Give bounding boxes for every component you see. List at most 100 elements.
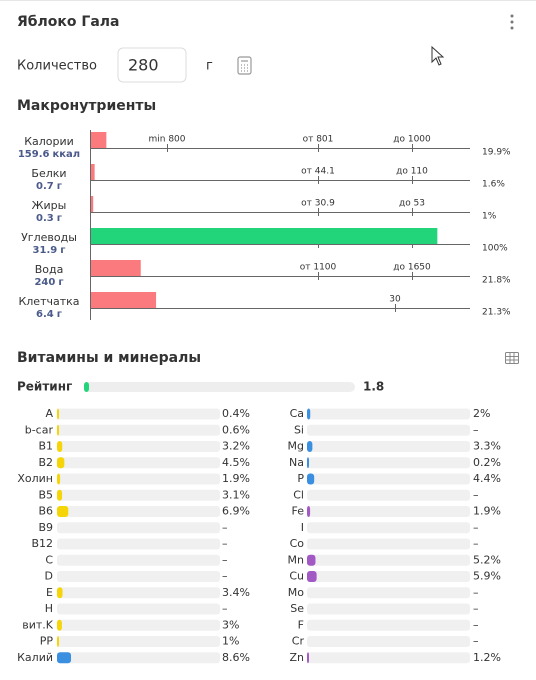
macro-amount-unit: г	[60, 245, 65, 256]
nutrient-percent: –	[222, 570, 228, 583]
nutrient-name: C	[45, 553, 53, 566]
macro-amount: 0.7 г	[36, 181, 62, 192]
nutrient-percent: –	[222, 537, 228, 550]
nutrient-bar	[307, 554, 316, 566]
nutrient-track	[57, 587, 220, 599]
nutrient-bar	[57, 457, 65, 469]
nutrient-track	[307, 636, 470, 647]
macro-amount-value: 6.4	[36, 309, 54, 320]
macro-marker-label: от 30.9	[301, 199, 335, 209]
macro-bar	[91, 228, 438, 244]
nutrient-percent: 0.4%	[222, 407, 250, 420]
macro-percent: 1%	[482, 212, 497, 222]
nutrient-name: Холин	[17, 472, 53, 485]
nutrient-track	[57, 457, 220, 469]
macro-amount: 159.6 ккал	[18, 149, 80, 160]
nutrient-track	[307, 408, 470, 420]
nutrient-bar	[307, 571, 317, 582]
macro-amount-unit: г	[57, 309, 62, 320]
macro-percent: 19.9%	[482, 148, 511, 158]
nutrient-track	[307, 473, 470, 485]
nutrient-bar	[57, 619, 62, 631]
nutrient-track	[307, 603, 470, 615]
macro-amount-unit: г	[57, 213, 62, 224]
nutrient-name: Cl	[293, 488, 304, 501]
table-view-button[interactable]	[505, 352, 519, 364]
nutrient-name: Si	[294, 423, 304, 436]
macro-amount-value: 159.6	[18, 149, 50, 160]
nutrient-bar	[307, 408, 311, 420]
macro-percent: 21.8%	[482, 276, 511, 286]
nutrient-name: вит.K	[22, 618, 54, 631]
nutrient-percent: –	[473, 521, 479, 534]
nutrient-name: PP	[40, 635, 54, 648]
nutrient-bar	[307, 441, 313, 452]
nutrient-track	[57, 554, 220, 566]
nutrient-bar	[57, 652, 72, 664]
nutrient-track	[307, 652, 470, 664]
nutrient-track	[307, 554, 470, 566]
nutrient-percent: 5.2%	[473, 553, 501, 566]
nutrient-name: Se	[290, 602, 304, 615]
macro-name: Углеводы	[21, 231, 77, 244]
rating-track	[84, 382, 355, 392]
nutrient-track	[57, 424, 220, 436]
nutrient-percent: 8.6%	[222, 651, 250, 664]
nutrient-name: Zn	[289, 651, 304, 664]
nutrient-percent: –	[473, 423, 479, 436]
macro-amount-unit: г	[57, 181, 62, 192]
nutrient-percent: 1.2%	[473, 651, 501, 664]
nutrient-name: Co	[290, 537, 305, 550]
nutrient-track	[307, 489, 470, 501]
nutrient-track	[307, 587, 470, 599]
nutrient-percent: –	[473, 635, 479, 648]
nutrient-track	[57, 473, 220, 485]
macro-marker-label: 30	[389, 295, 401, 305]
nutrient-track	[307, 506, 470, 517]
calculator-button[interactable]	[237, 56, 252, 75]
nutrient-track	[307, 457, 470, 469]
macro-marker-label: от 1100	[300, 263, 337, 273]
nutrient-name: Ca	[290, 407, 304, 420]
nutrient-percent: –	[473, 602, 479, 615]
macro-amount-value: 31.9	[33, 245, 58, 256]
nutrient-name: Cr	[292, 635, 305, 648]
nutrient-percent: 3.2%	[222, 440, 250, 453]
title: Яблоко Гала	[17, 14, 120, 30]
macro-amount: 6.4 г	[36, 309, 62, 320]
nutrient-name: A	[45, 407, 53, 420]
menu-button[interactable]	[510, 14, 514, 30]
quantity-input[interactable]	[117, 47, 187, 83]
nutrient-percent: –	[222, 602, 228, 615]
macro-bar	[91, 196, 94, 212]
macro-amount-value: 0.3	[36, 213, 54, 224]
nutrient-track	[57, 571, 220, 582]
nutrient-name: Mo	[288, 586, 304, 599]
nutrient-bar	[57, 587, 63, 599]
macro-name: Белки	[31, 167, 66, 180]
nutrient-percent: –	[222, 553, 228, 566]
nutrient-track	[57, 603, 220, 615]
nutrient-bar	[57, 489, 63, 501]
macro-marker-label: до 110	[396, 167, 428, 177]
nutrient-track	[307, 538, 470, 550]
nutrient-name: B1	[38, 440, 53, 453]
nutrient-name: F	[298, 618, 304, 631]
rating-label: Рейтинг	[17, 380, 72, 394]
macro-marker-label: от 44.1	[301, 167, 335, 177]
nutrient-percent: 1%	[222, 635, 239, 648]
nutrient-percent: –	[473, 586, 479, 599]
macro-percent: 1.6%	[482, 180, 505, 190]
nutrient-bar	[57, 636, 59, 647]
nutrient-percent: 4.5%	[222, 456, 250, 469]
nutrient-track	[307, 522, 470, 534]
nutrient-name: Cu	[289, 570, 304, 583]
nutrient-percent: 0.2%	[473, 456, 501, 469]
nutrient-track	[57, 538, 220, 550]
nutrient-percent: 6.9%	[222, 505, 250, 518]
macro-marker-label: от 801	[303, 135, 334, 145]
macro-name: Клетчатка	[18, 295, 79, 308]
macro-amount-unit: г	[58, 277, 63, 288]
nutrient-percent: 3.1%	[222, 488, 250, 501]
nutrient-percent: 5.9%	[473, 570, 501, 583]
